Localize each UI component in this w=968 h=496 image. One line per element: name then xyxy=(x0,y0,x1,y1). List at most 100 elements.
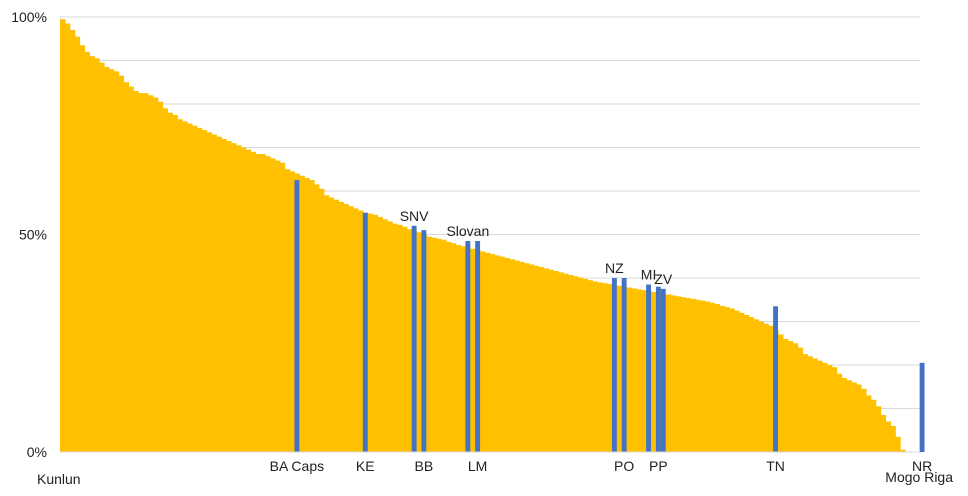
bar xyxy=(690,298,696,452)
bar xyxy=(182,121,188,453)
bar xyxy=(631,288,637,452)
bar xyxy=(597,282,603,452)
bar xyxy=(670,295,677,452)
bar xyxy=(792,343,799,452)
bar xyxy=(94,58,100,452)
bar xyxy=(89,56,95,453)
highlight-label: BA Caps xyxy=(270,458,324,474)
bar xyxy=(636,289,642,452)
bar xyxy=(367,213,374,452)
bar xyxy=(103,67,110,453)
bar xyxy=(802,354,808,452)
bar xyxy=(436,238,442,452)
y-tick-label: 0% xyxy=(27,444,47,460)
bar xyxy=(265,156,271,452)
bar xyxy=(235,145,242,452)
bar xyxy=(240,147,247,452)
bar xyxy=(328,197,335,452)
bar xyxy=(172,114,178,452)
bar xyxy=(499,256,506,452)
bar xyxy=(138,93,144,452)
bar xyxy=(186,123,193,452)
bar xyxy=(865,395,872,452)
y-tick-label: 100% xyxy=(11,9,47,25)
bar xyxy=(895,436,901,452)
bar xyxy=(397,224,403,452)
bar xyxy=(821,362,828,452)
bar xyxy=(831,367,838,452)
bar xyxy=(270,158,276,452)
bar xyxy=(533,265,540,452)
highlight-label: SNV xyxy=(400,208,429,224)
bar xyxy=(880,415,887,452)
bar xyxy=(509,259,515,452)
bar xyxy=(299,175,305,452)
highlight-label: NR xyxy=(912,458,932,474)
bar xyxy=(572,276,579,452)
bar xyxy=(348,206,354,452)
bar xyxy=(201,130,208,452)
bar xyxy=(626,287,633,452)
bar xyxy=(548,269,554,452)
bar xyxy=(382,219,388,452)
highlight-label: KE xyxy=(356,458,375,474)
highlight-label: TN xyxy=(766,458,785,474)
bar xyxy=(460,246,467,452)
bar xyxy=(143,93,149,452)
highlight-series xyxy=(294,180,925,452)
bar xyxy=(665,294,672,452)
bar xyxy=(377,217,383,452)
highlight-bar xyxy=(294,180,300,452)
bar xyxy=(607,284,613,452)
bar xyxy=(387,221,393,452)
bar xyxy=(758,321,764,452)
highlight-bar xyxy=(475,241,481,452)
bar xyxy=(875,406,882,452)
bar xyxy=(846,380,852,452)
bar xyxy=(856,384,862,452)
bar xyxy=(748,317,755,452)
highlight-label: PP xyxy=(649,458,668,474)
highlight-labels: BA Caps KE SNV BB Slovan LM NZ PO MI PP ZV TN NR xyxy=(270,208,933,474)
bar xyxy=(289,171,296,453)
bar xyxy=(519,261,525,452)
bar xyxy=(812,358,818,452)
bar xyxy=(841,378,847,452)
bar xyxy=(553,271,559,452)
bar xyxy=(699,300,706,452)
highlight-bar xyxy=(621,278,627,452)
bar xyxy=(836,373,843,452)
x-label-first: Kunlun xyxy=(37,471,81,487)
bar xyxy=(489,254,496,452)
bar xyxy=(284,169,291,452)
bar xyxy=(147,95,154,453)
bar xyxy=(99,62,105,453)
bar xyxy=(353,208,359,452)
bar xyxy=(782,338,789,452)
bar xyxy=(743,314,750,452)
bar xyxy=(734,310,740,452)
bar xyxy=(587,280,593,452)
bar xyxy=(450,243,457,452)
bar xyxy=(60,19,66,453)
bar xyxy=(74,36,81,452)
bar xyxy=(900,449,906,452)
bar xyxy=(738,312,745,452)
bar xyxy=(274,160,281,453)
bar xyxy=(694,299,701,452)
bar xyxy=(753,319,760,452)
bar xyxy=(323,195,330,452)
highlight-label: LM xyxy=(468,458,487,474)
bar xyxy=(514,260,520,452)
bar xyxy=(577,277,584,452)
bar xyxy=(602,283,608,452)
bar xyxy=(729,308,735,452)
highlight-bar xyxy=(773,306,779,452)
bar xyxy=(885,421,891,452)
bar xyxy=(851,382,857,452)
bar xyxy=(255,154,261,452)
highlight-bar xyxy=(421,230,427,452)
bar xyxy=(817,360,823,452)
bar xyxy=(416,232,423,452)
bar xyxy=(778,334,784,452)
